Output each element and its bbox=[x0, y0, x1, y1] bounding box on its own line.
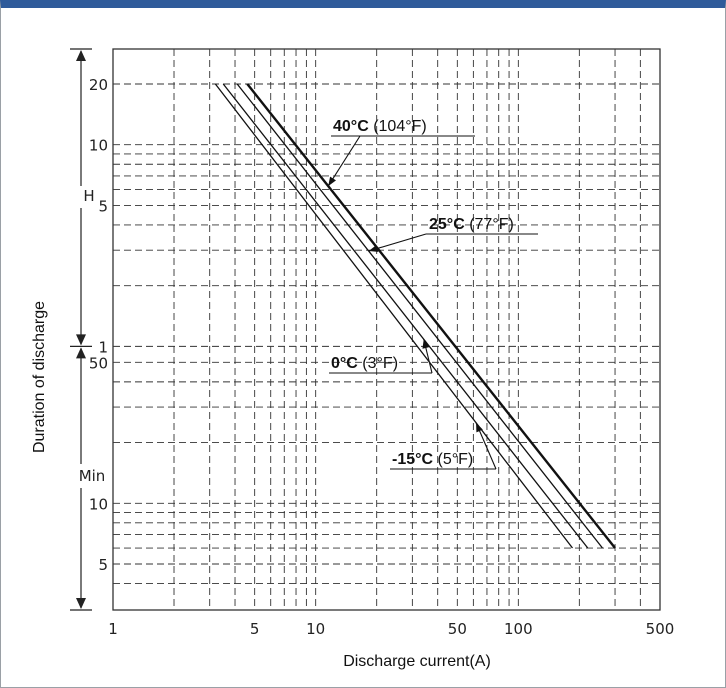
series-line bbox=[246, 83, 616, 549]
y-tick-label-minutes: 5 bbox=[98, 556, 108, 574]
y-tick-label-minutes: 10 bbox=[89, 495, 108, 513]
series-lines bbox=[214, 83, 616, 549]
y-tick-label-hours: 20 bbox=[89, 76, 108, 94]
series-line bbox=[236, 83, 603, 549]
y-unit-minutes: Min bbox=[79, 467, 106, 485]
y-tick-label-hours: 5 bbox=[98, 197, 108, 215]
x-tick-label: 50 bbox=[448, 620, 467, 638]
hours-arrowhead-bottom bbox=[76, 334, 86, 346]
hours-arrowhead-top bbox=[76, 50, 86, 61]
x-tick-label: 10 bbox=[306, 620, 325, 638]
minutes-arrowhead-bottom bbox=[76, 598, 86, 609]
callout-arrowhead bbox=[476, 422, 483, 433]
x-tick-label: 5 bbox=[250, 620, 260, 638]
x-axis-label: Discharge current(A) bbox=[343, 653, 491, 670]
x-tick-label: 1 bbox=[108, 620, 118, 638]
y-tick-label-hours: 10 bbox=[89, 137, 108, 155]
callout-leader bbox=[368, 233, 427, 252]
x-tick-label: 100 bbox=[504, 620, 533, 638]
y-unit-hours: H bbox=[83, 187, 94, 205]
callout-arrowhead bbox=[422, 339, 430, 349]
series-callout-label: 0°C (3°F) bbox=[331, 355, 398, 372]
callout-leader bbox=[327, 135, 361, 187]
x-tick-label: 500 bbox=[646, 620, 675, 638]
callout-arrowhead bbox=[368, 245, 379, 252]
series-callout-label: 25°C (77°F) bbox=[429, 216, 514, 233]
grid bbox=[112, 48, 661, 611]
minutes-arrowhead-top bbox=[76, 347, 86, 359]
series-callout-label: -15°C (5°F) bbox=[392, 451, 473, 468]
series-line bbox=[222, 83, 589, 549]
callouts: 40°C (104°F) 25°C (77°F) 0°C (3°F) -15°C (5… bbox=[327, 118, 538, 470]
series-line bbox=[214, 83, 574, 549]
y-tick-label-minutes: 50 bbox=[89, 354, 108, 372]
callout-arrowhead bbox=[328, 176, 336, 187]
series-callout-label: 40°C (104°F) bbox=[333, 118, 427, 135]
y-axis-label: Duration of discharge bbox=[31, 301, 48, 453]
y-tick-label-hours: 1 bbox=[98, 338, 108, 356]
plot-border bbox=[112, 48, 661, 611]
